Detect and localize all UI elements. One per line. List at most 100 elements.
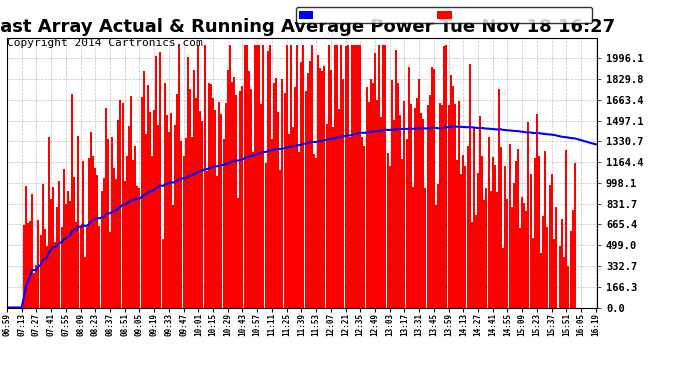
- Bar: [368, 102, 370, 308]
- Bar: [324, 66, 326, 308]
- Bar: [111, 137, 113, 308]
- Bar: [288, 135, 290, 308]
- Bar: [101, 190, 103, 308]
- Bar: [218, 102, 220, 308]
- Bar: [79, 227, 81, 308]
- Bar: [359, 45, 362, 308]
- Bar: [176, 94, 178, 308]
- Bar: [214, 111, 216, 308]
- Bar: [65, 204, 67, 308]
- Bar: [475, 214, 477, 308]
- Bar: [328, 45, 330, 308]
- Bar: [304, 92, 306, 308]
- Bar: [540, 253, 542, 308]
- Bar: [488, 137, 489, 308]
- Bar: [502, 248, 504, 308]
- Bar: [201, 121, 204, 308]
- Bar: [187, 57, 189, 308]
- Bar: [569, 231, 571, 308]
- Bar: [364, 146, 366, 308]
- Bar: [355, 45, 357, 308]
- Bar: [494, 165, 496, 308]
- Bar: [252, 152, 254, 308]
- Bar: [59, 181, 61, 308]
- Bar: [29, 221, 31, 308]
- Bar: [483, 200, 485, 308]
- Bar: [466, 146, 469, 308]
- Bar: [204, 45, 206, 308]
- Bar: [88, 158, 90, 308]
- Bar: [448, 105, 450, 308]
- Bar: [166, 116, 168, 308]
- Bar: [435, 204, 437, 308]
- Bar: [225, 103, 226, 308]
- Bar: [437, 184, 439, 308]
- Bar: [277, 111, 279, 308]
- Bar: [517, 149, 519, 308]
- Bar: [130, 96, 132, 308]
- Bar: [103, 178, 105, 308]
- Bar: [348, 137, 351, 308]
- Bar: [113, 168, 115, 308]
- Bar: [555, 207, 557, 308]
- Bar: [519, 228, 521, 308]
- Bar: [95, 168, 96, 308]
- Bar: [336, 45, 338, 308]
- Bar: [39, 236, 41, 308]
- Bar: [391, 80, 393, 308]
- Bar: [256, 45, 258, 308]
- Bar: [48, 137, 50, 308]
- Bar: [143, 71, 145, 308]
- Bar: [509, 144, 511, 308]
- Bar: [414, 108, 416, 307]
- Bar: [183, 156, 184, 308]
- Bar: [126, 156, 128, 308]
- Bar: [344, 46, 346, 308]
- Bar: [534, 158, 536, 308]
- Bar: [346, 45, 348, 308]
- Bar: [473, 127, 475, 308]
- Bar: [271, 140, 273, 308]
- Bar: [532, 238, 533, 308]
- Bar: [117, 120, 119, 308]
- Bar: [386, 153, 388, 308]
- Bar: [525, 211, 527, 308]
- Bar: [338, 108, 340, 307]
- Bar: [69, 201, 71, 308]
- Bar: [92, 156, 94, 308]
- Bar: [471, 222, 473, 308]
- Bar: [75, 222, 77, 308]
- Bar: [317, 55, 319, 308]
- Bar: [61, 227, 63, 308]
- Bar: [275, 78, 277, 308]
- Bar: [372, 83, 374, 308]
- Bar: [174, 125, 176, 308]
- Bar: [139, 189, 140, 308]
- Bar: [527, 122, 529, 308]
- Bar: [513, 183, 515, 308]
- Bar: [134, 146, 136, 308]
- Bar: [431, 66, 433, 308]
- Bar: [549, 185, 551, 308]
- Bar: [262, 45, 264, 308]
- Bar: [452, 86, 454, 308]
- Bar: [460, 174, 462, 308]
- Bar: [551, 174, 553, 308]
- Bar: [400, 115, 401, 308]
- Bar: [397, 83, 399, 308]
- Bar: [439, 103, 441, 308]
- Bar: [41, 184, 43, 308]
- Bar: [223, 140, 224, 308]
- Bar: [561, 219, 563, 308]
- Bar: [77, 136, 79, 308]
- Bar: [315, 159, 317, 308]
- Bar: [563, 257, 565, 307]
- Bar: [86, 228, 88, 308]
- Bar: [208, 83, 210, 308]
- Bar: [395, 50, 397, 308]
- Bar: [170, 113, 172, 308]
- Bar: [286, 45, 288, 308]
- Bar: [406, 139, 408, 308]
- Bar: [506, 200, 509, 308]
- Bar: [490, 191, 492, 308]
